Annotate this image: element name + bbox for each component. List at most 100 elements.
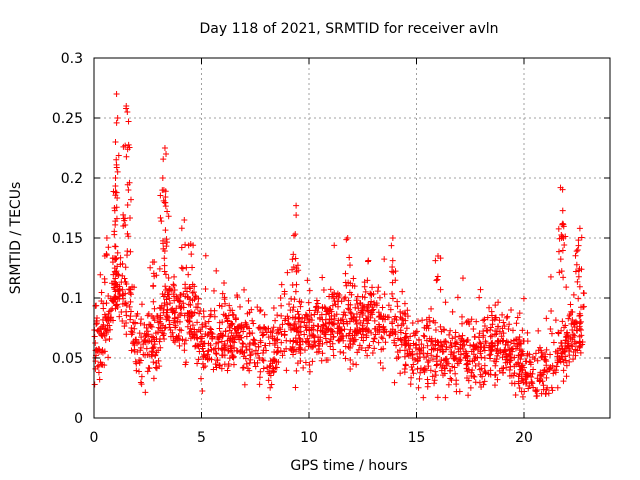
data-point bbox=[160, 293, 167, 300]
data-point bbox=[211, 307, 218, 314]
data-point bbox=[210, 366, 217, 373]
data-point bbox=[283, 337, 290, 344]
data-point bbox=[568, 341, 575, 348]
data-point bbox=[420, 344, 427, 351]
data-point bbox=[335, 317, 342, 324]
data-point bbox=[410, 370, 417, 377]
data-point bbox=[112, 221, 119, 228]
data-point bbox=[94, 363, 101, 370]
data-point bbox=[389, 290, 396, 297]
data-point bbox=[114, 249, 121, 256]
data-point bbox=[160, 187, 167, 193]
data-point bbox=[97, 271, 104, 278]
data-point bbox=[224, 317, 231, 324]
data-point bbox=[105, 354, 112, 361]
data-point bbox=[449, 363, 456, 370]
data-point bbox=[346, 306, 353, 313]
data-point bbox=[120, 143, 127, 150]
data-point bbox=[429, 373, 436, 380]
data-point bbox=[331, 298, 338, 305]
data-point bbox=[530, 384, 537, 391]
data-point bbox=[389, 295, 396, 302]
data-point bbox=[290, 232, 297, 239]
data-point bbox=[306, 332, 313, 339]
data-point bbox=[572, 252, 579, 259]
data-point bbox=[552, 317, 559, 324]
data-point bbox=[402, 361, 409, 368]
data-point bbox=[224, 337, 231, 344]
data-point bbox=[442, 299, 449, 306]
data-point bbox=[176, 318, 183, 325]
data-point bbox=[155, 319, 162, 326]
data-point bbox=[162, 227, 169, 234]
data-point bbox=[368, 291, 375, 298]
data-point bbox=[244, 365, 251, 372]
data-point bbox=[432, 368, 439, 375]
data-point bbox=[335, 303, 342, 310]
data-point bbox=[508, 346, 515, 353]
data-point bbox=[181, 217, 188, 223]
data-point bbox=[441, 327, 448, 334]
data-point bbox=[556, 235, 563, 242]
data-point bbox=[392, 328, 399, 335]
data-point bbox=[335, 294, 342, 301]
data-point bbox=[158, 320, 165, 327]
data-point bbox=[522, 369, 529, 376]
data-point bbox=[494, 352, 501, 359]
data-point bbox=[249, 317, 256, 324]
data-point bbox=[227, 343, 234, 350]
data-point bbox=[162, 193, 169, 200]
data-point bbox=[111, 278, 118, 285]
data-point bbox=[506, 372, 513, 379]
data-point bbox=[571, 332, 578, 339]
data-point bbox=[136, 330, 143, 337]
data-point bbox=[403, 333, 410, 340]
data-point bbox=[560, 359, 567, 366]
data-point bbox=[145, 364, 152, 371]
data-point bbox=[266, 340, 273, 347]
data-point bbox=[401, 347, 408, 354]
data-point bbox=[189, 297, 196, 304]
data-point bbox=[302, 359, 309, 366]
data-point bbox=[120, 211, 127, 218]
data-point bbox=[120, 295, 127, 302]
data-point bbox=[110, 188, 117, 195]
data-point bbox=[511, 337, 518, 344]
data-point bbox=[572, 346, 579, 353]
data-point bbox=[178, 264, 185, 271]
data-point bbox=[563, 284, 570, 291]
data-point bbox=[312, 342, 319, 349]
data-point bbox=[292, 255, 299, 262]
data-point bbox=[153, 360, 160, 367]
data-point bbox=[534, 375, 541, 382]
data-point bbox=[324, 326, 331, 333]
data-point bbox=[306, 362, 313, 369]
data-point bbox=[325, 326, 332, 333]
data-point bbox=[195, 356, 202, 363]
data-point bbox=[360, 317, 367, 324]
data-point bbox=[199, 333, 206, 340]
data-point bbox=[314, 300, 321, 307]
data-point bbox=[434, 394, 441, 401]
data-point bbox=[331, 312, 338, 319]
data-point bbox=[116, 313, 123, 320]
data-point bbox=[505, 325, 512, 332]
data-point bbox=[105, 293, 112, 300]
data-point bbox=[127, 196, 134, 203]
data-point bbox=[411, 332, 418, 339]
data-point bbox=[389, 235, 396, 241]
data-point bbox=[126, 303, 133, 310]
data-point bbox=[308, 312, 315, 319]
data-point bbox=[570, 331, 577, 338]
data-point bbox=[124, 252, 131, 259]
data-point bbox=[226, 355, 233, 362]
data-point bbox=[116, 286, 123, 293]
data-point bbox=[204, 351, 211, 358]
data-point bbox=[398, 337, 405, 344]
data-point bbox=[475, 360, 482, 367]
data-point bbox=[272, 317, 279, 324]
data-point bbox=[157, 305, 164, 312]
data-point bbox=[246, 346, 253, 353]
data-point bbox=[194, 342, 201, 349]
y-tick-label: 0.3 bbox=[61, 51, 83, 67]
